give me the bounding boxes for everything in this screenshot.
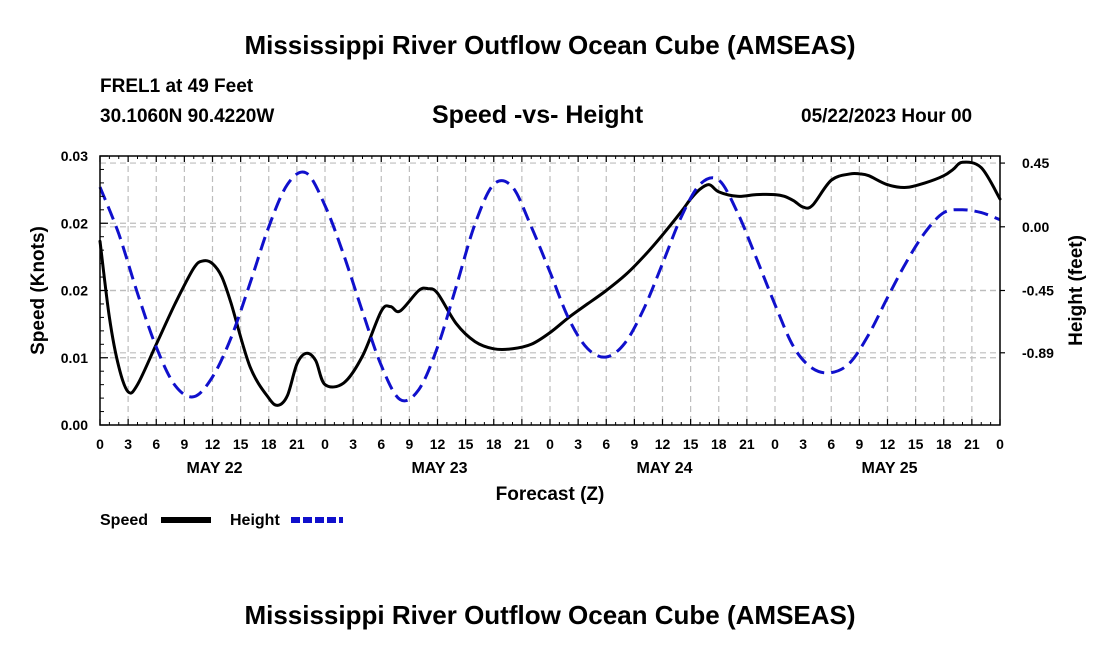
- x-tick-label: 18: [261, 436, 277, 452]
- x-tick-label: 3: [349, 436, 357, 452]
- x-tick-label: 15: [458, 436, 474, 452]
- x-tick-label: 0: [96, 436, 104, 452]
- series-line-speed: [98, 160, 1002, 407]
- x-tick-label: 0: [321, 436, 329, 452]
- legend-height-label: Height: [230, 512, 280, 529]
- y-tick-label: 0.00: [61, 417, 88, 433]
- x-tick-label: 0: [996, 436, 1004, 452]
- y2-axis-title: Height (feet): [1066, 235, 1087, 346]
- y-axis-title: Speed (Knots): [28, 226, 49, 355]
- x-tick-label: 6: [152, 436, 160, 452]
- day-label: MAY 24: [636, 460, 692, 477]
- x-tick-label: 3: [124, 436, 132, 452]
- x-tick-label: 6: [377, 436, 385, 452]
- page-title-repeat: Mississippi River Outflow Ocean Cube (AM…: [244, 600, 856, 630]
- axes: 0 3 6 9 12 15 18 21 0 3 6 9 12 15 18 21 0 3 6 9 12 15 18 21 0 3 6 9…: [61, 148, 1054, 477]
- x-tick-label: 9: [630, 436, 638, 452]
- y-tick-label: 0.02: [61, 215, 88, 231]
- chart-title: Speed -vs- Height: [432, 101, 644, 129]
- y-tick-label: 0.01: [61, 350, 88, 366]
- x-tick-label: 18: [936, 436, 952, 452]
- x-tick-label: 9: [405, 436, 413, 452]
- x-tick-label: 21: [289, 436, 305, 452]
- x-tick-label: 9: [180, 436, 188, 452]
- x-tick-label: 21: [514, 436, 530, 452]
- series-line-height: [98, 170, 1001, 403]
- legend-speed-label: Speed: [100, 512, 148, 529]
- day-label: MAY 23: [411, 460, 467, 477]
- x-axis-title: Forecast (Z): [496, 484, 605, 505]
- page-title: Mississippi River Outflow Ocean Cube (AM…: [244, 30, 856, 60]
- y2-tick-label: -0.45: [1022, 283, 1054, 299]
- grid-lines: [100, 156, 1000, 425]
- x-tick-label: 12: [880, 436, 896, 452]
- x-tick-label: 9: [855, 436, 863, 452]
- x-tick-label: 3: [574, 436, 582, 452]
- y-tick-label: 0.03: [61, 148, 88, 164]
- x-tick-label: 18: [486, 436, 502, 452]
- y-tick-label: 0.02: [61, 283, 88, 299]
- station-coords: 30.1060N 90.4220W: [100, 106, 275, 127]
- x-tick-label: 12: [430, 436, 446, 452]
- x-tick-label: 12: [205, 436, 221, 452]
- x-tick-label: 21: [964, 436, 980, 452]
- x-tick-label: 0: [546, 436, 554, 452]
- x-tick-label: 12: [655, 436, 671, 452]
- x-tick-label: 0: [771, 436, 779, 452]
- station-name: FREL1 at 49 Feet: [100, 76, 254, 97]
- day-label: MAY 22: [186, 460, 242, 477]
- x-tick-label: 15: [683, 436, 699, 452]
- series-lines: [98, 160, 1002, 407]
- x-tick-label: 18: [711, 436, 727, 452]
- y2-tick-label: 0.00: [1022, 219, 1049, 235]
- x-tick-label: 6: [827, 436, 835, 452]
- x-tick-label: 3: [799, 436, 807, 452]
- x-tick-label: 21: [739, 436, 755, 452]
- y2-tick-label: 0.45: [1022, 155, 1049, 171]
- legend: Speed Height: [100, 512, 343, 529]
- forecast-date: 05/22/2023 Hour 00: [801, 106, 973, 127]
- y2-tick-label: -0.89: [1022, 345, 1054, 361]
- day-label: MAY 25: [861, 460, 917, 477]
- x-tick-label: 15: [908, 436, 924, 452]
- x-tick-label: 6: [602, 436, 610, 452]
- x-tick-label: 15: [233, 436, 249, 452]
